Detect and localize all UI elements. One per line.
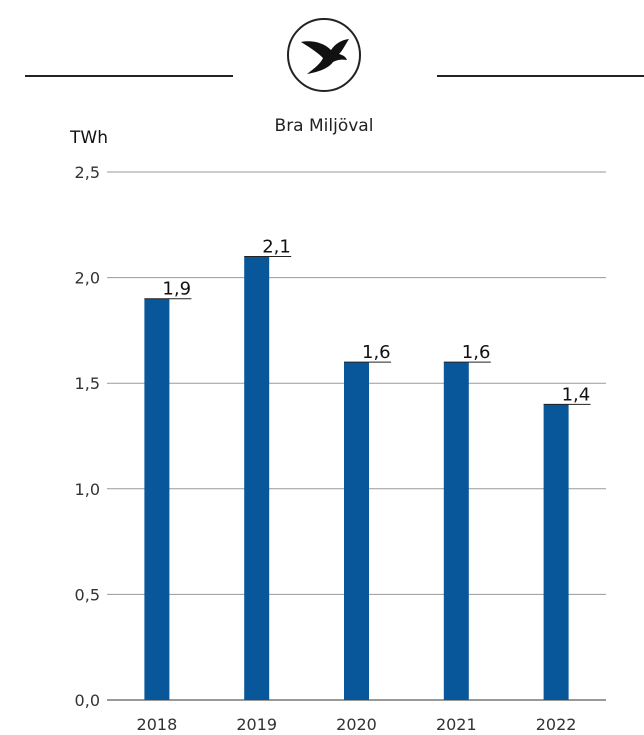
bar — [144, 298, 170, 700]
x-tick-label: 2022 — [536, 715, 577, 734]
y-tick-label: 2,0 — [75, 269, 100, 288]
data-label: 1,4 — [562, 384, 591, 405]
bar — [244, 256, 270, 700]
bar — [443, 362, 469, 700]
data-label: 2,1 — [262, 236, 291, 257]
x-tick-label: 2020 — [336, 715, 377, 734]
brand-label: Bra Miljöval — [274, 116, 374, 136]
bar — [344, 362, 369, 700]
logo-header: Bra Miljöval — [0, 0, 644, 150]
y-tick-label: 2,5 — [75, 163, 100, 182]
x-tick-label: 2021 — [436, 715, 477, 734]
x-tick-label: 2019 — [236, 715, 277, 734]
y-axis-unit-label: TWh — [70, 128, 108, 148]
y-tick-label: 0,5 — [75, 585, 100, 604]
header-rule-right — [437, 75, 644, 77]
y-tick-label: 0,0 — [75, 691, 100, 710]
header-rule-left — [25, 75, 233, 77]
x-tick-label: 2018 — [137, 715, 178, 734]
y-tick-label: 1,0 — [75, 480, 100, 499]
y-tick-label: 1,5 — [75, 374, 100, 393]
data-label: 1,6 — [462, 342, 491, 363]
swallow-logo-icon — [287, 18, 361, 92]
data-label: 1,6 — [362, 342, 391, 363]
bar — [543, 404, 569, 700]
data-label: 1,9 — [162, 279, 191, 300]
